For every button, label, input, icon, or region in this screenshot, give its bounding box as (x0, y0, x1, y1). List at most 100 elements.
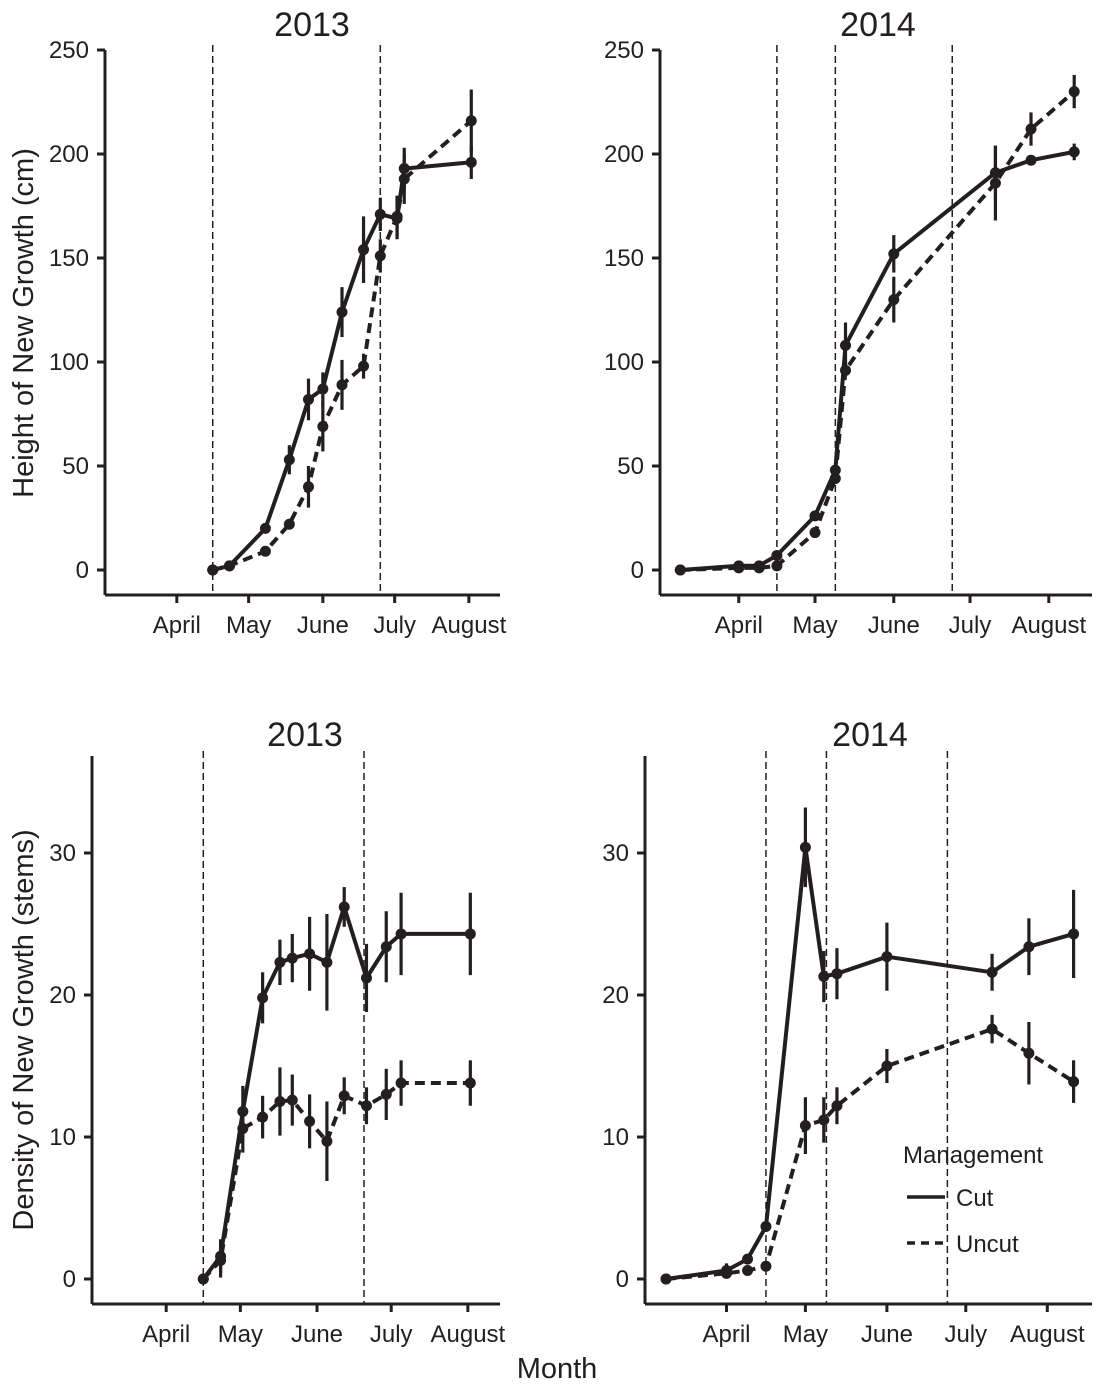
x-tick-label: April (153, 612, 201, 639)
data-point-uncut (321, 1135, 333, 1147)
data-point-cut (321, 956, 333, 968)
data-point-cut (283, 454, 295, 466)
legend-label-cut: Cut (956, 1185, 994, 1212)
x-tick-label: April (703, 1321, 751, 1348)
data-point-uncut (674, 564, 686, 576)
data-point-uncut (317, 420, 329, 432)
data-point-cut (317, 383, 329, 395)
y-tick-label: 250 (604, 37, 644, 64)
data-point-uncut (799, 1120, 811, 1132)
data-point-cut (809, 510, 821, 522)
y-tick-label: 10 (602, 1124, 629, 1151)
data-point-uncut (358, 360, 370, 372)
data-point-cut (1068, 146, 1080, 158)
data-point-uncut (989, 177, 1001, 189)
y-tick-label: 200 (49, 141, 89, 168)
data-point-uncut (374, 250, 386, 262)
x-tick-label: May (783, 1321, 828, 1348)
x-tick-label: August (1011, 612, 1086, 639)
data-point-uncut (831, 1100, 843, 1112)
x-tick-label: July (373, 612, 416, 639)
data-point-cut (286, 952, 298, 964)
y-tick-label: 150 (604, 245, 644, 272)
data-point-cut (888, 248, 900, 260)
data-point-uncut (733, 562, 745, 574)
x-tick-label: August (432, 612, 507, 639)
panel-title: 2014 (840, 6, 916, 44)
data-point-cut (840, 339, 852, 351)
series-line-cut (680, 149, 1075, 572)
y-tick-label: 30 (602, 840, 629, 867)
x-tick-label: May (226, 612, 271, 639)
data-point-cut (742, 1253, 754, 1265)
data-point-cut (881, 951, 893, 963)
data-point-cut (380, 941, 392, 953)
data-point-uncut (818, 1114, 830, 1126)
y-tick-label: 50 (62, 453, 89, 480)
data-point-uncut (829, 472, 841, 484)
panel-title: 2013 (274, 6, 350, 44)
data-point-uncut (197, 1273, 209, 1285)
legend-title: Management (903, 1142, 1043, 1169)
y-axis-title-density: Density of New Growth (stems) (8, 829, 40, 1230)
data-point-cut (360, 972, 372, 984)
x-axis-title: Month (517, 1353, 598, 1384)
panel-title: 2014 (832, 716, 908, 754)
data-point-cut (760, 1220, 772, 1232)
y-tick-label: 0 (616, 1266, 629, 1293)
x-tick-label: June (868, 612, 920, 639)
x-tick-label: June (861, 1321, 913, 1348)
data-point-cut (831, 968, 843, 980)
data-point-cut (395, 928, 407, 940)
data-point-uncut (283, 518, 295, 530)
data-point-uncut (771, 560, 783, 572)
x-tick-label: June (291, 1321, 343, 1348)
data-point-uncut (1023, 1047, 1035, 1059)
data-point-uncut (753, 562, 765, 574)
data-point-cut (358, 244, 370, 256)
data-point-cut (304, 948, 316, 960)
panel-height-2014: 2014 0 50 100 150 200 250 April May June July Augus… (604, 6, 1092, 639)
data-point-uncut (338, 1090, 350, 1102)
y-tick-label: 20 (49, 982, 76, 1009)
data-point-uncut (380, 1088, 392, 1100)
data-point-uncut (1025, 123, 1037, 135)
data-point-uncut (360, 1100, 372, 1112)
data-point-uncut (465, 115, 477, 127)
data-point-uncut (336, 379, 348, 391)
data-point-cut (302, 393, 314, 405)
x-tick-label: August (1010, 1321, 1085, 1348)
data-point-uncut (660, 1273, 672, 1285)
data-point-uncut (286, 1094, 298, 1106)
data-point-uncut (888, 294, 900, 306)
data-point-cut (338, 901, 350, 913)
x-tick-label: June (297, 612, 349, 639)
x-tick-label: May (218, 1321, 263, 1348)
data-point-cut (374, 208, 386, 220)
x-tick-label: July (944, 1321, 987, 1348)
data-point-uncut (304, 1115, 316, 1127)
data-point-uncut (1068, 1076, 1080, 1088)
series-line-uncut (680, 90, 1076, 572)
data-point-cut (274, 956, 286, 968)
data-point-uncut (809, 527, 821, 539)
y-tick-label: 100 (49, 349, 89, 376)
y-tick-label: 0 (76, 557, 89, 584)
data-point-cut (465, 156, 477, 168)
data-point-cut (1023, 941, 1035, 953)
panel-height-2013: 2013 0 50 100 150 200 250 April May June July Augus… (49, 6, 507, 639)
y-tick-label: 250 (49, 37, 89, 64)
data-point-cut (818, 971, 830, 983)
data-point-uncut (840, 364, 852, 376)
y-tick-label: 10 (49, 1124, 76, 1151)
data-point-uncut (257, 1111, 269, 1123)
data-point-uncut (986, 1023, 998, 1035)
data-point-uncut (721, 1267, 733, 1279)
data-point-cut (336, 306, 348, 318)
data-point-uncut (215, 1255, 227, 1267)
data-point-cut (259, 522, 271, 534)
data-point-uncut (742, 1264, 754, 1276)
y-tick-label: 100 (604, 349, 644, 376)
y-tick-label: 150 (49, 245, 89, 272)
x-tick-label: April (715, 612, 763, 639)
